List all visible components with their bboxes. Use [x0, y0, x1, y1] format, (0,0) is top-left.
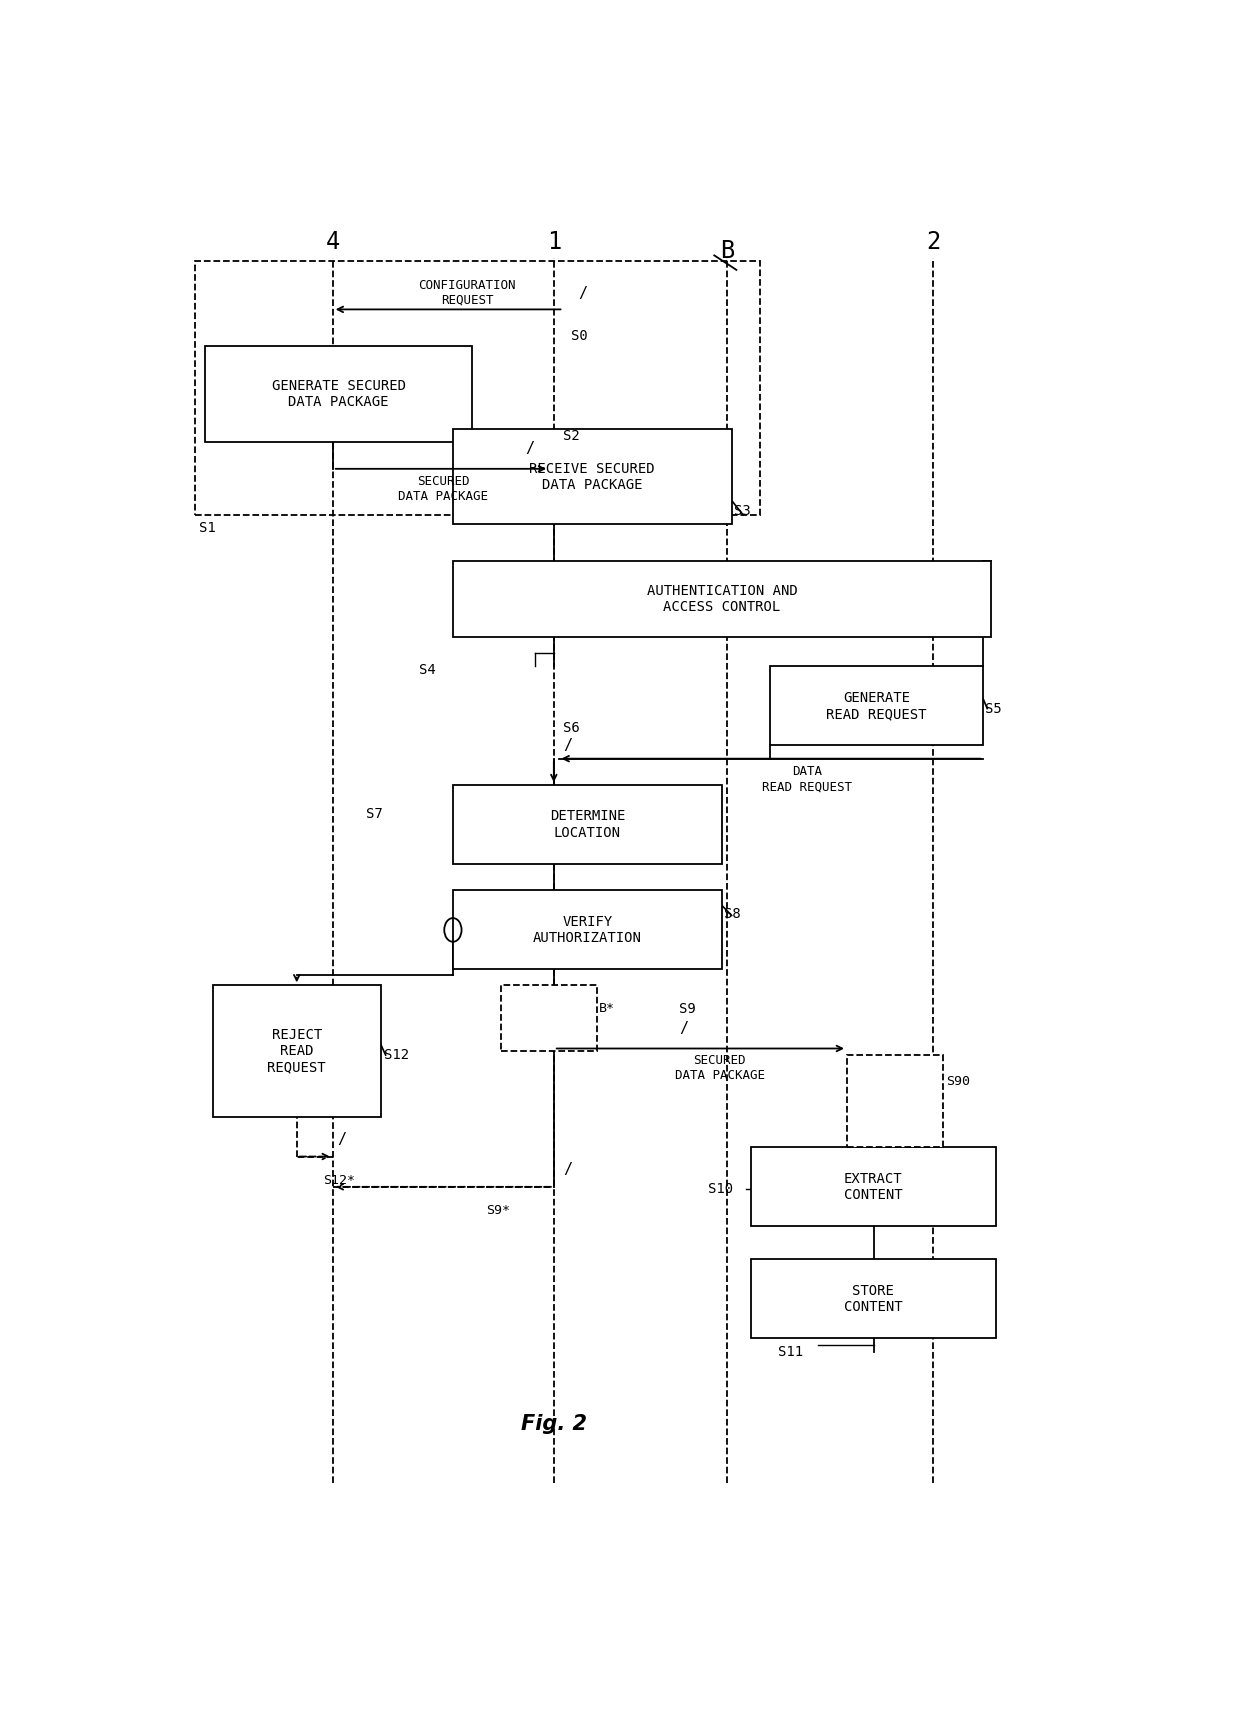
Text: EXTRACT
CONTENT: EXTRACT CONTENT [844, 1172, 903, 1201]
Text: 1: 1 [547, 231, 560, 255]
FancyBboxPatch shape [213, 986, 381, 1117]
Text: /: / [563, 737, 573, 753]
Text: S11: S11 [777, 1345, 802, 1359]
Text: /: / [526, 441, 534, 455]
FancyBboxPatch shape [453, 785, 722, 864]
Text: S12: S12 [383, 1049, 409, 1063]
FancyBboxPatch shape [205, 346, 472, 443]
Text: AUTHENTICATION AND
ACCESS CONTROL: AUTHENTICATION AND ACCESS CONTROL [646, 583, 797, 614]
Text: DATA
READ REQUEST: DATA READ REQUEST [763, 765, 852, 794]
Text: SECURED
DATA PACKAGE: SECURED DATA PACKAGE [398, 476, 489, 503]
Text: B: B [719, 240, 734, 263]
Text: RECEIVE SECURED
DATA PACKAGE: RECEIVE SECURED DATA PACKAGE [529, 462, 655, 491]
Text: /: / [578, 286, 588, 301]
FancyBboxPatch shape [751, 1148, 996, 1227]
Text: VERIFY
AUTHORIZATION: VERIFY AUTHORIZATION [533, 915, 642, 944]
FancyBboxPatch shape [770, 667, 983, 746]
FancyBboxPatch shape [453, 429, 732, 524]
Text: S1: S1 [200, 522, 216, 536]
FancyBboxPatch shape [453, 890, 722, 970]
Text: GENERATE
READ REQUEST: GENERATE READ REQUEST [827, 691, 928, 720]
Text: /: / [337, 1133, 347, 1146]
Text: GENERATE SECURED
DATA PACKAGE: GENERATE SECURED DATA PACKAGE [272, 380, 405, 409]
Text: S4: S4 [419, 664, 436, 678]
Text: S12*: S12* [324, 1174, 355, 1187]
Text: S5: S5 [986, 702, 1002, 715]
FancyBboxPatch shape [501, 986, 596, 1051]
FancyBboxPatch shape [751, 1259, 996, 1338]
Text: STORE
CONTENT: STORE CONTENT [844, 1283, 903, 1314]
Text: S6: S6 [563, 722, 580, 736]
Text: CONFIGURATION
REQUEST: CONFIGURATION REQUEST [419, 279, 516, 306]
Text: 2: 2 [926, 231, 940, 255]
Text: S3: S3 [734, 505, 751, 518]
Text: DETERMINE
LOCATION: DETERMINE LOCATION [549, 809, 625, 840]
Text: B*: B* [599, 1003, 615, 1015]
FancyBboxPatch shape [847, 1056, 942, 1148]
Text: S0: S0 [572, 329, 588, 342]
Text: REJECT
READ
REQUEST: REJECT READ REQUEST [268, 1028, 326, 1075]
Text: S2: S2 [563, 429, 580, 443]
Text: /: / [678, 1021, 688, 1037]
Text: S90: S90 [946, 1075, 970, 1088]
FancyBboxPatch shape [453, 561, 991, 638]
Text: 4: 4 [326, 231, 340, 255]
Text: S10: S10 [708, 1182, 733, 1196]
Text: /: / [563, 1162, 573, 1177]
Text: Fig. 2: Fig. 2 [521, 1413, 587, 1434]
Text: S8: S8 [724, 907, 740, 921]
Text: SECURED
DATA PACKAGE: SECURED DATA PACKAGE [675, 1054, 765, 1081]
Text: S9*: S9* [486, 1205, 511, 1217]
Text: S9: S9 [678, 1003, 696, 1016]
Text: S7: S7 [367, 808, 383, 821]
